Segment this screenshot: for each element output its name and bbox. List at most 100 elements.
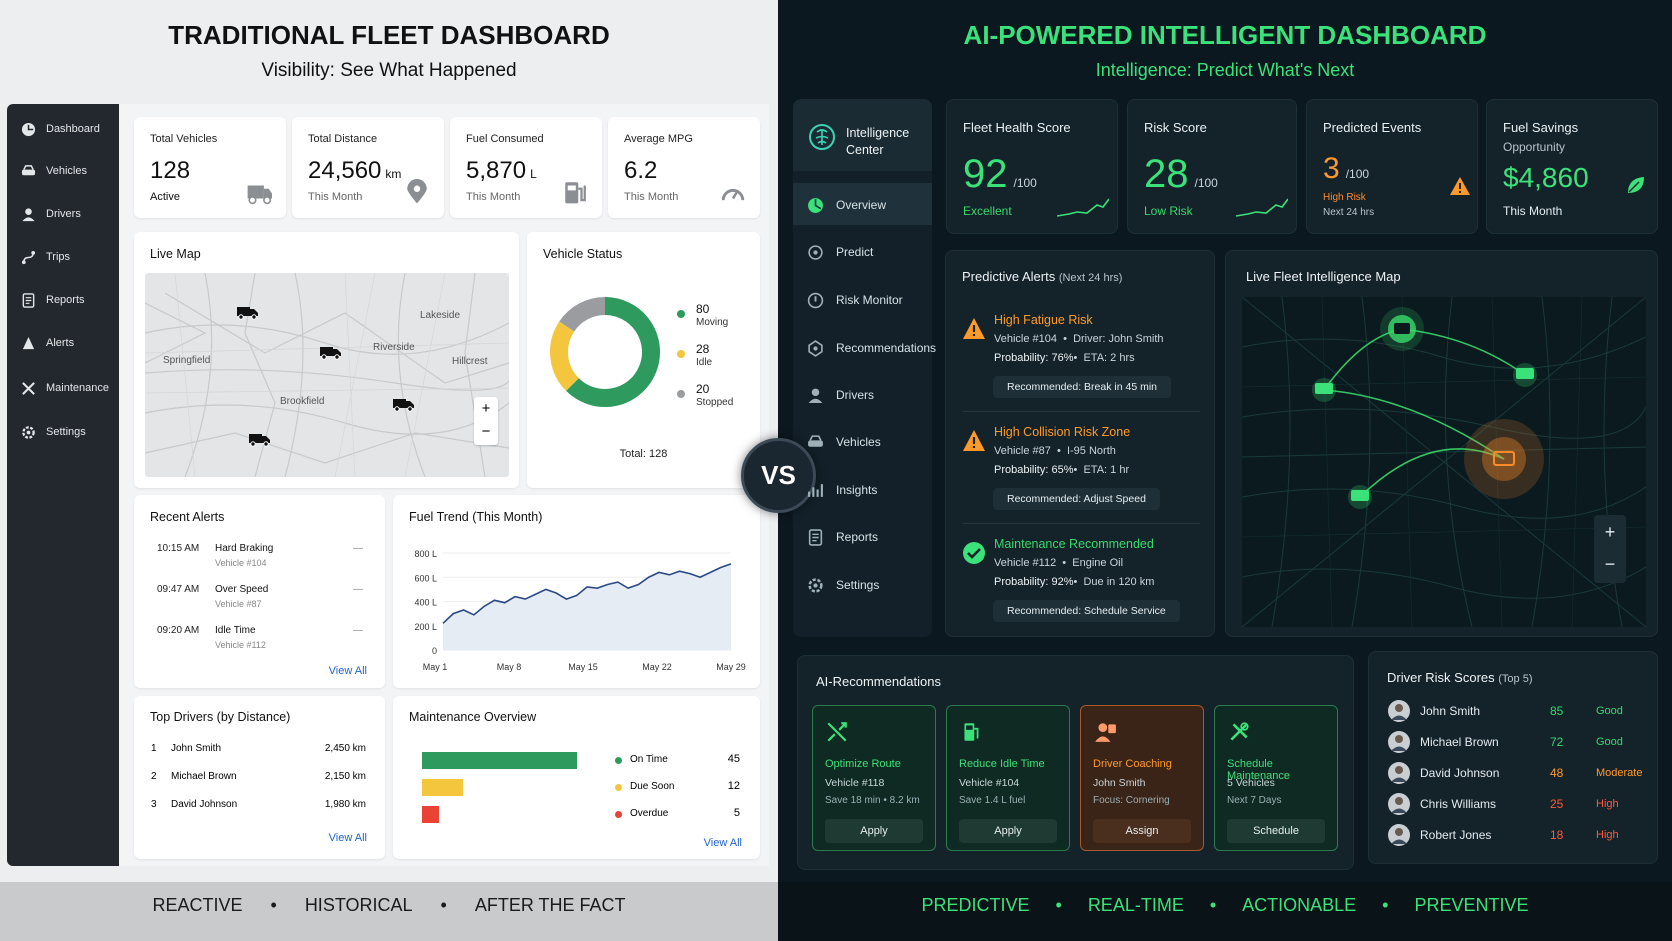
sidebar-item-label: Risk Monitor (836, 293, 903, 307)
vehicle-status-donut (550, 297, 660, 407)
ai-sidebar-item-recommendations[interactable]: Recommendations (807, 338, 936, 358)
sidebar-item-dashboard[interactable]: Dashboard (21, 119, 100, 139)
ai-sidebar-item-risk-monitor[interactable]: Risk Monitor (807, 290, 903, 310)
live-map[interactable] (145, 273, 509, 477)
ai-sidebar-item-settings[interactable]: Settings (807, 575, 879, 595)
driver-risk-score: 48 (1550, 766, 1564, 780)
sidebar-item-maintenance[interactable]: Maintenance (21, 378, 109, 398)
donut-slice-stopped (559, 297, 606, 332)
coaching-icon (1095, 723, 1116, 742)
divider (962, 411, 1200, 412)
sidebar-item-vehicles[interactable]: Vehicles (21, 161, 87, 181)
driver-risk-row[interactable]: Chris Williams 25 High (1388, 792, 1648, 816)
fuel-ytick: 200 L (414, 622, 437, 632)
donut-slice-moving (566, 297, 660, 407)
ai-map-zoom-out-button[interactable]: − (1604, 554, 1616, 574)
ai-kpi-sub: Low Risk (1144, 204, 1193, 218)
alert-more-button[interactable]: — (353, 584, 363, 595)
map-truck-icon[interactable] (237, 306, 259, 320)
alert-more-button[interactable]: — (353, 543, 363, 554)
sidebar-item-label: Vehicles (836, 435, 881, 449)
alert-more-button[interactable]: — (353, 625, 363, 636)
legend-label: Moving (696, 317, 729, 328)
ai-alert-recommendation-button[interactable]: Recommended: Schedule Service (993, 600, 1180, 622)
recommendation-apply-button[interactable]: Apply (959, 819, 1057, 843)
car-icon (808, 434, 823, 447)
ai-sidebar-item-predict[interactable]: Predict (807, 242, 873, 262)
driver-rank: 2 (151, 771, 157, 782)
sidebar-item-label: Reports (46, 294, 85, 306)
leaf-icon (1628, 177, 1644, 193)
predict-icon (808, 244, 823, 260)
ai-sidebar-item-vehicles[interactable]: Vehicles (807, 432, 881, 452)
brain-icon (809, 124, 835, 150)
ai-alert-title: High Fatigue Risk (994, 313, 1093, 327)
ai-kpi-value: 92 (963, 152, 1008, 196)
recommendation-schedule-maintenance[interactable]: Schedule Maintenance 5 Vehicles Next 7 Day… (1214, 705, 1338, 851)
ai-sidebar-item-reports[interactable]: Reports (807, 527, 878, 547)
driver-risk-row[interactable]: Robert Jones 18 High (1388, 823, 1648, 847)
recommendation-assign-button[interactable]: Assign (1093, 819, 1191, 843)
ai-alert-recommendation-button[interactable]: Recommended: Break in 45 min (993, 376, 1171, 398)
alerts-view-all-link[interactable]: View All (328, 665, 367, 677)
sidebar-item-label: Alerts (46, 337, 75, 349)
fuel-ytick: 0 (432, 646, 437, 656)
sidebar-item-settings[interactable]: Settings (21, 422, 86, 442)
map-place-label: Springfield (163, 355, 211, 366)
alert-time: 10:15 AM (157, 543, 200, 554)
sidebar-item-label: Recommendations (836, 341, 937, 355)
sidebar-item-reports[interactable]: Reports (21, 290, 85, 310)
maint-value: 12 (727, 780, 740, 792)
sidebar-item-label: Drivers (46, 208, 81, 220)
left-title: TRADITIONAL FLEET DASHBOARD (168, 20, 610, 50)
maint-bar-overdue (422, 806, 440, 823)
left-subtitle: Visibility: See What Happened (261, 60, 517, 81)
ai-sidebar-item-insights[interactable]: Insights (807, 480, 877, 500)
legend-dot (677, 390, 685, 398)
ai-recommendations-title: AI-Recommendations (816, 674, 941, 689)
sidebar-item-trips[interactable]: Trips (21, 247, 70, 267)
sidebar-item-drivers[interactable]: Drivers (21, 204, 81, 224)
sidebar-item-alerts[interactable]: Alerts (21, 333, 74, 353)
footer-separator: • (1055, 894, 1062, 915)
recommendation-driver-coaching[interactable]: Driver Coaching John Smith Focus: Cornerin… (1080, 705, 1204, 851)
ai-sidebar-item-overview[interactable]: Overview (807, 195, 886, 215)
drivers-view-all-link[interactable]: View All (328, 832, 367, 844)
ai-kpi-sub2: Next 24 hrs (1323, 207, 1375, 218)
kpi-sub: This Month (624, 191, 679, 203)
recommendation-optimize-route[interactable]: Optimize Route Vehicle #118 Save 18 min • … (812, 705, 936, 851)
alert-vehicle: Vehicle #87 (215, 599, 262, 609)
report-icon (22, 292, 35, 308)
map-truck-icon[interactable] (393, 398, 415, 412)
live-map-title: Live Map (150, 247, 201, 261)
maint-value: 45 (727, 753, 740, 765)
ai-map-zoom-in-button[interactable]: + (1604, 522, 1616, 542)
recommendation-schedule-button[interactable]: Schedule (1227, 819, 1325, 843)
map-truck-icon[interactable] (320, 346, 342, 360)
top-drivers-card: Top Drivers (by Distance) View All (134, 696, 385, 859)
map-truck-icon[interactable] (249, 433, 271, 447)
recommendation-detail: Next 7 Days (1227, 795, 1282, 806)
intelligence-map[interactable] (1242, 297, 1646, 627)
map-zoom-out-button[interactable]: − (481, 423, 491, 440)
gear-icon (22, 425, 35, 439)
driver-risk-row[interactable]: John Smith 85 Good (1388, 699, 1648, 723)
ai-kpi-value: $4,860 (1503, 162, 1589, 193)
recommendation-reduce-idle-time[interactable]: Reduce Idle Time Vehicle #104 Save 1.4 L f… (946, 705, 1070, 851)
driver-name: David Johnson (171, 799, 238, 810)
maint-label: Overdue (630, 808, 669, 819)
ai-alert-recommendation-button[interactable]: Recommended: Adjust Speed (993, 488, 1160, 510)
maint-value: 5 (733, 807, 740, 819)
map-zoom-in-button[interactable]: + (481, 400, 491, 417)
driver-risk-row[interactable]: David Johnson 48 Moderate (1388, 761, 1648, 785)
kpi-card-average-mpg: Average MPG 6.2 This Month (608, 117, 760, 218)
kpi-label: Total Distance (308, 133, 378, 145)
left-footer-bar (0, 882, 778, 941)
ai-sidebar-item-drivers[interactable]: Drivers (807, 385, 874, 405)
maintenance-view-all-link[interactable]: View All (703, 837, 742, 849)
driver-risk-row[interactable]: Michael Brown 72 Good (1388, 730, 1648, 754)
recent-alerts-card: Recent Alerts View All (134, 495, 385, 688)
recommendation-apply-button[interactable]: Apply (825, 819, 923, 843)
driver-name: Michael Brown (171, 771, 237, 782)
ai-kpi-value-row: 28/100 (1144, 152, 1218, 197)
